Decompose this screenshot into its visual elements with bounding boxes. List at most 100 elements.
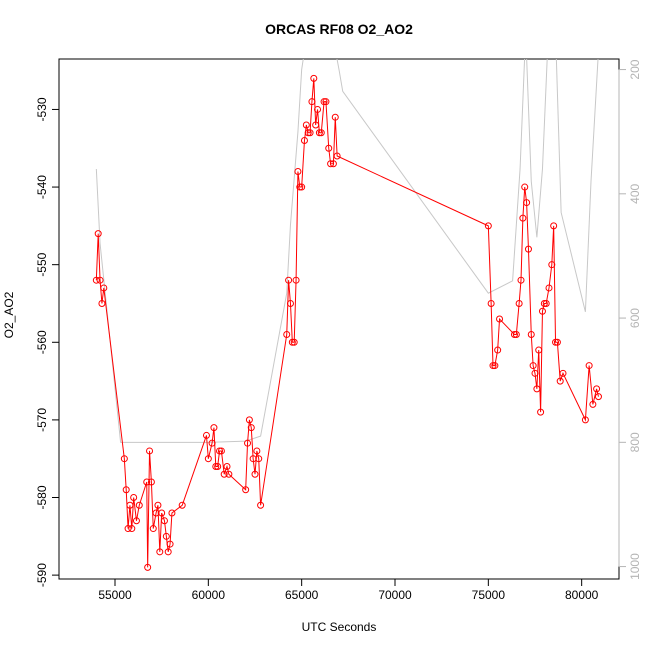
y-axis-label: O2_AO2 (2, 291, 16, 338)
o2-point (283, 331, 291, 339)
o2-point (517, 276, 525, 284)
o2-point (538, 307, 546, 315)
o2-point (146, 447, 154, 455)
o2-point (519, 214, 527, 222)
o2-point (288, 338, 296, 346)
o2-point (292, 276, 300, 284)
o2-point (521, 183, 529, 191)
x-tick-label: 80000 (565, 588, 599, 602)
o2-point (122, 486, 130, 494)
x-tick-label: 55000 (98, 588, 132, 602)
o2-point (512, 331, 520, 339)
o2-point (327, 160, 335, 168)
o2-point (529, 362, 537, 370)
o2-point (247, 424, 255, 432)
o2-point (94, 230, 102, 238)
o2-point (333, 152, 341, 160)
y2-tick-label: 600 (628, 308, 642, 328)
o2-point (510, 331, 518, 339)
o2-point (559, 369, 567, 377)
o2-point (484, 222, 492, 230)
o2-point (253, 447, 261, 455)
o2-point (524, 245, 532, 253)
x-axis-label: UTC Seconds (302, 620, 377, 634)
o2-point (302, 121, 310, 129)
o2-point (312, 121, 320, 129)
o2-point (100, 284, 108, 292)
o2-point (553, 338, 561, 346)
y-tick-label: -570 (35, 408, 49, 432)
o2-point (220, 470, 228, 478)
x-tick-label: 60000 (192, 588, 226, 602)
o2-point (331, 113, 339, 121)
o2-point (314, 105, 322, 113)
o2-point (202, 431, 210, 439)
o2-point (545, 284, 553, 292)
o2-point (143, 478, 151, 486)
o2-point (242, 486, 250, 494)
o2-point (158, 509, 166, 517)
o2-point (160, 517, 168, 525)
o2-point (552, 338, 560, 346)
o2-point (306, 129, 314, 137)
o2-point (317, 129, 325, 137)
y2-tick-label: 400 (628, 183, 642, 203)
o2-point (149, 525, 157, 533)
o2-point (325, 144, 333, 152)
y-tick-label: -560 (35, 330, 49, 354)
o2-point (531, 369, 539, 377)
o2-point (223, 462, 231, 470)
o2-point (204, 455, 212, 463)
o2-point (589, 400, 597, 408)
o2-point (491, 362, 499, 370)
o2-point (585, 362, 593, 370)
o2-series (92, 74, 602, 571)
o2-point (489, 362, 497, 370)
o2-point (156, 548, 164, 556)
o2-point (214, 462, 222, 470)
o2-point (304, 129, 312, 137)
o2-point (310, 74, 318, 82)
o2-point (298, 183, 306, 191)
o2-point (537, 408, 545, 416)
o2-point (593, 385, 601, 393)
o2-point (126, 501, 134, 509)
o2-point (320, 98, 328, 106)
o2-point (217, 447, 225, 455)
y-tick-label: -530 (35, 97, 49, 121)
o2-point (285, 276, 293, 284)
y-tick-label: -550 (35, 252, 49, 276)
x-tick-label: 65000 (285, 588, 319, 602)
o2-point (594, 393, 602, 401)
o2-point (164, 548, 172, 556)
o2-point (550, 222, 558, 230)
o2-point (496, 315, 504, 323)
o2-point (166, 540, 174, 548)
o2-point (322, 98, 330, 106)
o2-point (290, 338, 298, 346)
o2-point (251, 470, 259, 478)
o2-point (98, 299, 106, 307)
y2-tick-label: 1000 (628, 553, 642, 580)
o2-line (95, 78, 599, 568)
o2-point (523, 199, 531, 207)
y2-tick-label: 200 (628, 59, 642, 79)
o2-point (216, 447, 224, 455)
o2-point (494, 346, 502, 354)
y-tick-label: -590 (35, 563, 49, 587)
y-tick-label: -580 (35, 485, 49, 509)
o2-point (92, 276, 100, 284)
o2-point (212, 462, 220, 470)
o2-point (535, 346, 543, 354)
o2-point (556, 377, 564, 385)
pressure-line (95, 59, 599, 443)
o2-point (296, 183, 304, 191)
o2-point (257, 501, 265, 509)
o2-point (542, 299, 550, 307)
o2-point (96, 276, 104, 284)
o2-point (515, 299, 523, 307)
x-tick-label: 70000 (378, 588, 412, 602)
o2-point (487, 299, 495, 307)
o2-point (244, 439, 252, 447)
